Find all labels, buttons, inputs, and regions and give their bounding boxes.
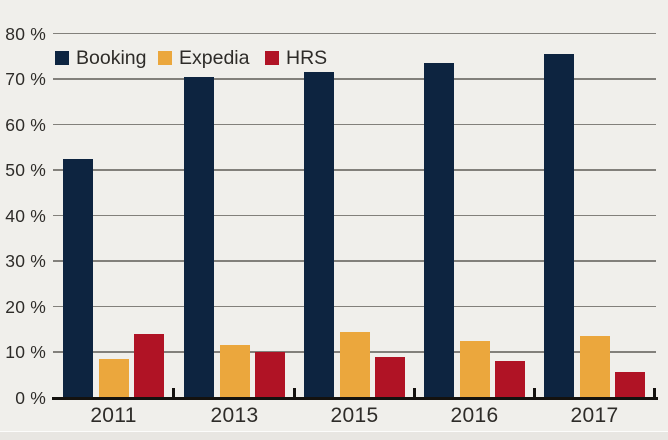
legend-item-hrs: HRS bbox=[265, 47, 327, 69]
gridline-30 bbox=[53, 260, 656, 262]
legend-swatch-hrs bbox=[265, 51, 279, 65]
x-axis-label-2016: 2016 bbox=[450, 404, 499, 427]
x-axis-tick-3 bbox=[533, 387, 536, 398]
bar-hrs-2011 bbox=[134, 333, 164, 398]
legend-label: Booking bbox=[76, 47, 147, 69]
x-axis-tick-1 bbox=[293, 387, 296, 398]
bar-hrs-2013 bbox=[255, 352, 285, 398]
gridline-80 bbox=[53, 32, 656, 35]
x-axis-label-2013: 2013 bbox=[210, 404, 259, 427]
bar-booking-2016 bbox=[424, 63, 454, 398]
bar-expedia-2011 bbox=[98, 358, 129, 398]
gridline-40 bbox=[53, 214, 656, 217]
y-axis-label-30: 30 % bbox=[5, 251, 46, 271]
gridline-50 bbox=[53, 169, 656, 171]
y-axis-label-80: 80 % bbox=[5, 23, 46, 44]
bar-expedia-2017 bbox=[579, 336, 610, 398]
bottom-edge bbox=[0, 431, 668, 440]
bar-expedia-2016 bbox=[459, 340, 490, 398]
x-axis-label-2015: 2015 bbox=[330, 404, 379, 427]
y-axis-label-70: 70 % bbox=[5, 69, 46, 89]
legend-label: HRS bbox=[286, 47, 328, 69]
bar-booking-2015 bbox=[304, 72, 334, 398]
x-axis-tick-4 bbox=[653, 387, 656, 398]
y-axis-label-40: 40 % bbox=[5, 205, 46, 226]
bar-hrs-2017 bbox=[615, 372, 645, 398]
legend-item-expedia: Expedia bbox=[158, 47, 249, 69]
x-axis-label-2017: 2017 bbox=[570, 404, 619, 427]
gridline-20 bbox=[53, 305, 656, 308]
x-axis-label-2011: 2011 bbox=[90, 404, 137, 427]
bar-hrs-2016 bbox=[495, 361, 525, 398]
bar-booking-2011 bbox=[63, 158, 93, 398]
gridline-70 bbox=[53, 78, 656, 80]
y-axis-label-10: 10 % bbox=[5, 342, 46, 362]
legend-item-booking: Booking bbox=[55, 47, 146, 69]
bar-hrs-2015 bbox=[375, 356, 405, 398]
bar-booking-2013 bbox=[184, 76, 214, 398]
bar-expedia-2015 bbox=[339, 331, 370, 398]
y-axis-label-20: 20 % bbox=[5, 296, 46, 317]
legend-swatch-booking bbox=[55, 51, 69, 65]
x-axis-tick-2 bbox=[413, 387, 416, 398]
x-axis-line bbox=[52, 396, 658, 400]
legend-swatch-expedia bbox=[158, 51, 172, 65]
y-axis-label-60: 60 % bbox=[5, 114, 46, 135]
legend-label: Expedia bbox=[179, 47, 250, 69]
bar-booking-2017 bbox=[544, 53, 574, 398]
x-axis-tick-0 bbox=[172, 387, 175, 398]
y-axis-label-50: 50 % bbox=[5, 160, 46, 180]
bar-expedia-2013 bbox=[219, 345, 250, 398]
y-axis-label-0: 0 % bbox=[15, 387, 46, 408]
gridline-60 bbox=[53, 123, 656, 126]
